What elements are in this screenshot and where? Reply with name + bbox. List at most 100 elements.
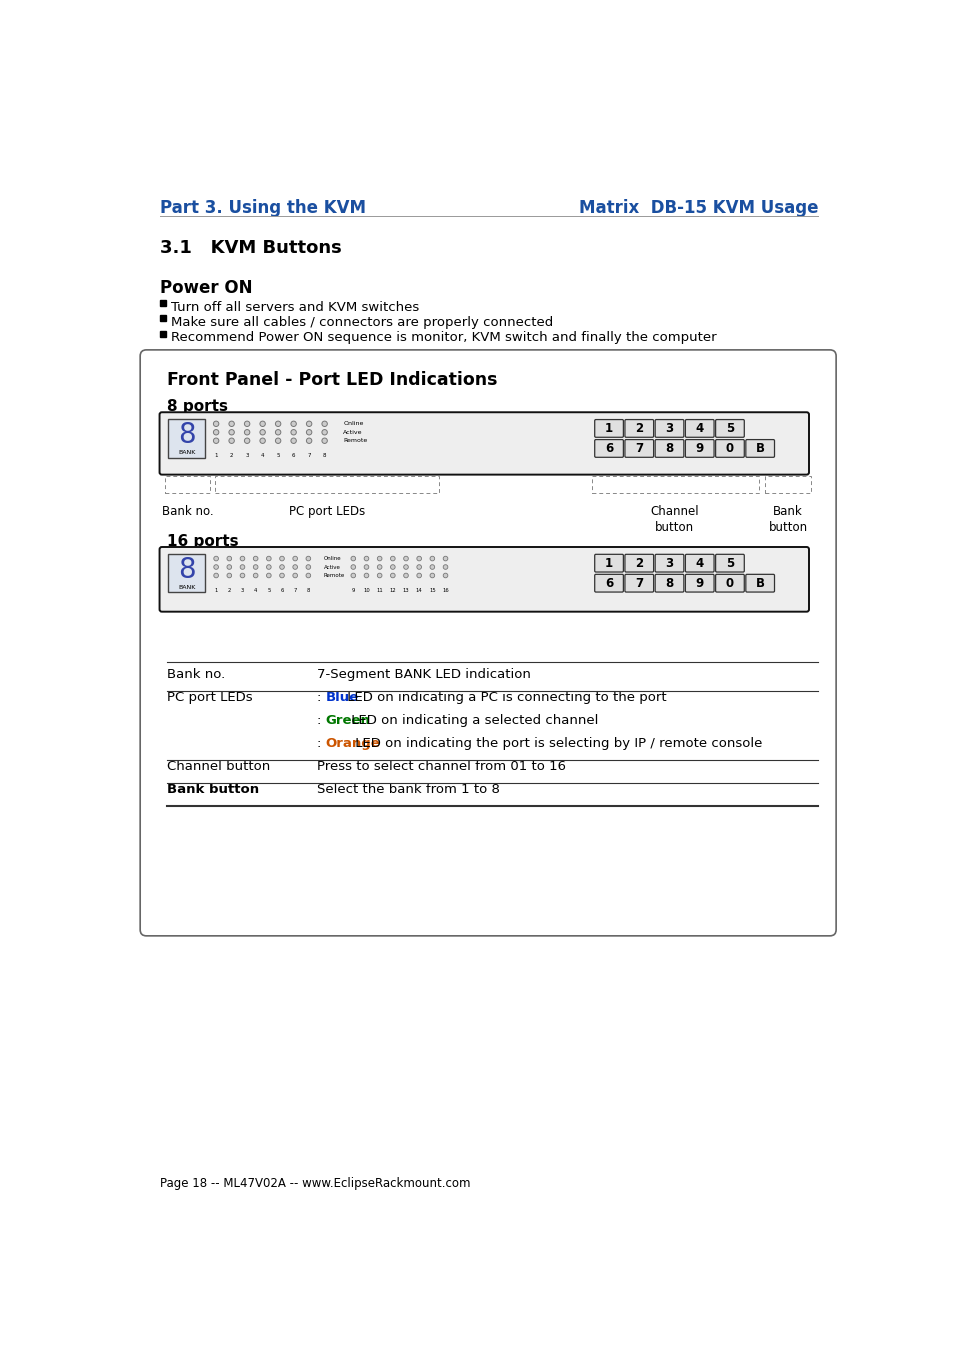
- Circle shape: [244, 429, 250, 435]
- Circle shape: [244, 421, 250, 427]
- Text: 3: 3: [245, 454, 249, 458]
- Text: 8: 8: [177, 556, 195, 585]
- Circle shape: [443, 574, 447, 578]
- Circle shape: [229, 437, 234, 443]
- Text: Make sure all cables / connectors are properly connected: Make sure all cables / connectors are pr…: [171, 316, 553, 329]
- Text: 7-Segment BANK LED indication: 7-Segment BANK LED indication: [316, 667, 530, 680]
- Bar: [592, 477, 758, 493]
- Circle shape: [390, 556, 395, 560]
- Circle shape: [306, 421, 312, 427]
- Text: BANK: BANK: [178, 585, 195, 590]
- Circle shape: [351, 564, 355, 570]
- Circle shape: [416, 564, 421, 570]
- FancyBboxPatch shape: [715, 440, 743, 458]
- FancyBboxPatch shape: [715, 574, 743, 593]
- FancyBboxPatch shape: [624, 555, 653, 572]
- FancyBboxPatch shape: [655, 574, 683, 593]
- Text: 15: 15: [429, 587, 436, 593]
- FancyBboxPatch shape: [140, 350, 835, 936]
- Text: 3: 3: [665, 423, 673, 435]
- Text: 5: 5: [725, 423, 733, 435]
- Text: Front Panel - Port LED Indications: Front Panel - Port LED Indications: [167, 371, 497, 389]
- Text: 6: 6: [604, 576, 613, 590]
- FancyBboxPatch shape: [624, 440, 653, 458]
- Circle shape: [213, 574, 218, 578]
- Circle shape: [443, 564, 447, 570]
- Text: Matrix  DB-15 KVM Usage: Matrix DB-15 KVM Usage: [578, 198, 818, 217]
- Circle shape: [416, 556, 421, 560]
- Text: 7: 7: [294, 587, 296, 593]
- Text: 16: 16: [441, 587, 449, 593]
- FancyBboxPatch shape: [655, 420, 683, 437]
- Circle shape: [259, 421, 265, 427]
- Text: 8: 8: [322, 454, 326, 458]
- Circle shape: [306, 437, 312, 443]
- Text: Channel
button: Channel button: [650, 505, 699, 535]
- Text: 8: 8: [177, 421, 195, 450]
- Bar: [159, 316, 166, 321]
- Text: 4: 4: [260, 454, 264, 458]
- Text: Online: Online: [343, 421, 363, 427]
- FancyBboxPatch shape: [159, 547, 808, 612]
- FancyBboxPatch shape: [684, 574, 713, 593]
- FancyBboxPatch shape: [594, 420, 622, 437]
- Circle shape: [253, 556, 257, 560]
- Circle shape: [390, 574, 395, 578]
- Bar: [168, 420, 205, 458]
- Text: 2: 2: [228, 587, 231, 593]
- Circle shape: [364, 556, 369, 560]
- Circle shape: [229, 429, 234, 435]
- Circle shape: [266, 574, 271, 578]
- Text: 9: 9: [352, 587, 355, 593]
- Text: Bank no.: Bank no.: [161, 505, 213, 518]
- Circle shape: [253, 574, 257, 578]
- Circle shape: [266, 556, 271, 560]
- Text: Bank button: Bank button: [167, 783, 259, 796]
- Circle shape: [213, 421, 218, 427]
- Text: 2: 2: [635, 423, 642, 435]
- Circle shape: [306, 429, 312, 435]
- Text: 4: 4: [695, 423, 703, 435]
- Text: Orange: Orange: [325, 737, 380, 749]
- Text: 4: 4: [695, 556, 703, 570]
- Text: 0: 0: [725, 441, 733, 455]
- Text: 3: 3: [240, 587, 244, 593]
- Circle shape: [240, 574, 245, 578]
- FancyBboxPatch shape: [159, 412, 808, 475]
- Circle shape: [364, 564, 369, 570]
- Text: LED on indicating the port is selecting by IP / remote console: LED on indicating the port is selecting …: [351, 737, 761, 749]
- FancyBboxPatch shape: [655, 555, 683, 572]
- FancyBboxPatch shape: [594, 574, 622, 593]
- Text: Remote: Remote: [323, 572, 345, 578]
- Text: 14: 14: [416, 587, 422, 593]
- Text: Green: Green: [325, 714, 370, 726]
- Text: 9: 9: [695, 576, 703, 590]
- Text: 6: 6: [280, 587, 283, 593]
- Bar: [159, 331, 166, 336]
- Text: PC port LEDs: PC port LEDs: [167, 691, 253, 703]
- Text: 2: 2: [635, 556, 642, 570]
- Text: 3: 3: [665, 556, 673, 570]
- Circle shape: [443, 556, 447, 560]
- Text: 6: 6: [292, 454, 295, 458]
- Text: :: :: [316, 737, 325, 749]
- Circle shape: [291, 437, 296, 443]
- Bar: [165, 477, 210, 493]
- Text: LED on indicating a PC is connecting to the port: LED on indicating a PC is connecting to …: [342, 691, 665, 703]
- Text: B: B: [755, 441, 764, 455]
- Text: :: :: [316, 714, 325, 726]
- Text: 1: 1: [214, 587, 217, 593]
- Circle shape: [430, 556, 435, 560]
- Circle shape: [351, 556, 355, 560]
- Circle shape: [293, 556, 297, 560]
- Text: Select the bank from 1 to 8: Select the bank from 1 to 8: [316, 783, 499, 796]
- FancyBboxPatch shape: [684, 420, 713, 437]
- Circle shape: [259, 437, 265, 443]
- Bar: [214, 477, 439, 493]
- Circle shape: [213, 437, 218, 443]
- Circle shape: [321, 429, 327, 435]
- Circle shape: [377, 556, 381, 560]
- Bar: [159, 300, 166, 306]
- Text: Bank
button: Bank button: [768, 505, 807, 535]
- Text: 7: 7: [635, 576, 642, 590]
